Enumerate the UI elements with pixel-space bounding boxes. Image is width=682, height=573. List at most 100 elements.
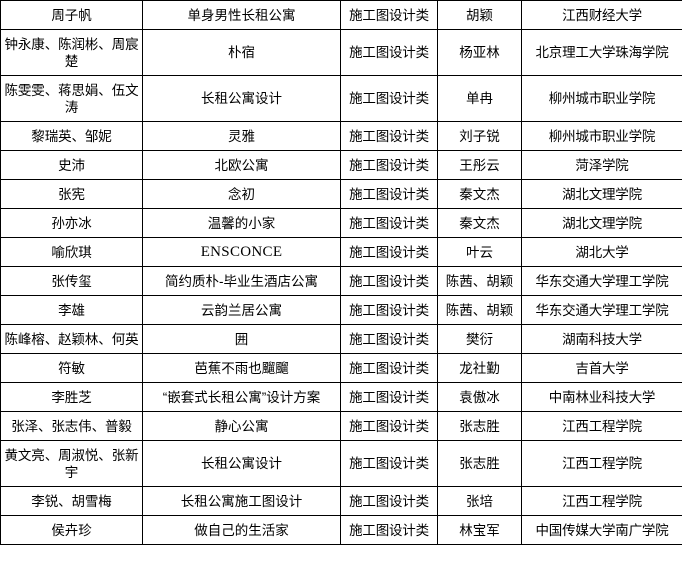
cell-author: 孙亦冰 — [0, 208, 143, 238]
cell-advisor: 张培 — [437, 486, 522, 516]
cell-school: 柳州城市职业学院 — [521, 75, 682, 122]
cell-work-title: 囲 — [142, 324, 341, 354]
cell-advisor: 胡颖 — [437, 0, 522, 30]
cell-advisor: 张志胜 — [437, 440, 522, 487]
cell-author: 黎瑞英、邹妮 — [0, 121, 143, 151]
cell-work-title: 静心公寓 — [142, 411, 341, 441]
cell-category: 施工图设计类 — [340, 486, 438, 516]
cell-work-title: ENSCONCE — [142, 237, 341, 267]
cell-school: 北京理工大学珠海学院 — [521, 29, 682, 76]
cell-category: 施工图设计类 — [340, 75, 438, 122]
table-row: 孙亦冰 温馨的小家 施工图设计类 秦文杰 湖北文理学院 — [0, 208, 682, 238]
work-title-latin: ENSCONCE — [200, 244, 283, 260]
cell-advisor: 陈茜、胡颖 — [437, 295, 522, 325]
cell-category: 施工图设计类 — [340, 515, 438, 545]
cell-category: 施工图设计类 — [340, 411, 438, 441]
cell-author: 陈峰榕、赵颖林、何英 — [0, 324, 143, 354]
cell-school: 吉首大学 — [521, 353, 682, 383]
cell-category: 施工图设计类 — [340, 29, 438, 76]
cell-school: 江西工程学院 — [521, 486, 682, 516]
table-row: 喻欣琪 ENSCONCE 施工图设计类 叶云 湖北大学 — [0, 237, 682, 267]
cell-work-title: 云韵兰居公寓 — [142, 295, 341, 325]
cell-category: 施工图设计类 — [340, 0, 438, 30]
cell-author: 李锐、胡雪梅 — [0, 486, 143, 516]
table-row: 李锐、胡雪梅 长租公寓施工图设计 施工图设计类 张培 江西工程学院 — [0, 486, 682, 516]
cell-work-title: 朴宿 — [142, 29, 341, 76]
cell-school: 中南林业科技大学 — [521, 382, 682, 412]
cell-work-title: 长租公寓施工图设计 — [142, 486, 341, 516]
table-row: 李胜芝 “嵌套式长租公寓”设计方案 施工图设计类 袁傲冰 中南林业科技大学 — [0, 382, 682, 412]
cell-advisor: 樊衍 — [437, 324, 522, 354]
cell-category: 施工图设计类 — [340, 295, 438, 325]
cell-category: 施工图设计类 — [340, 382, 438, 412]
cell-category: 施工图设计类 — [340, 237, 438, 267]
cell-category: 施工图设计类 — [340, 121, 438, 151]
table-row: 史沛 北欧公寓 施工图设计类 王彤云 菏泽学院 — [0, 150, 682, 180]
award-entries-body: 周子帆 单身男性长租公寓 施工图设计类 胡颖 江西财经大学 钟永康、陈润彬、周宸楚 朴宿 施工… — [0, 0, 682, 545]
cell-work-title: 温馨的小家 — [142, 208, 341, 238]
cell-school: 湖北大学 — [521, 237, 682, 267]
cell-advisor: 王彤云 — [437, 150, 522, 180]
cell-advisor: 秦文杰 — [437, 179, 522, 209]
cell-author: 张泽、张志伟、普毅 — [0, 411, 143, 441]
cell-author: 史沛 — [0, 150, 143, 180]
cell-school: 江西财经大学 — [521, 0, 682, 30]
cell-advisor: 秦文杰 — [437, 208, 522, 238]
table-row: 符敏 芭蕉不雨也飀飀 施工图设计类 龙社勤 吉首大学 — [0, 353, 682, 383]
table-row: 张宪 念初 施工图设计类 秦文杰 湖北文理学院 — [0, 179, 682, 209]
cell-category: 施工图设计类 — [340, 150, 438, 180]
cell-author: 李雄 — [0, 295, 143, 325]
table-row: 张泽、张志伟、普毅 静心公寓 施工图设计类 张志胜 江西工程学院 — [0, 411, 682, 441]
cell-school: 江西工程学院 — [521, 411, 682, 441]
cell-work-title: 长租公寓设计 — [142, 75, 341, 122]
cell-category: 施工图设计类 — [340, 353, 438, 383]
cell-category: 施工图设计类 — [340, 324, 438, 354]
cell-work-title: 单身男性长租公寓 — [142, 0, 341, 30]
cell-school: 湖南科技大学 — [521, 324, 682, 354]
cell-school: 湖北文理学院 — [521, 208, 682, 238]
cell-advisor: 龙社勤 — [437, 353, 522, 383]
cell-advisor: 张志胜 — [437, 411, 522, 441]
award-entries-table: 周子帆 单身男性长租公寓 施工图设计类 胡颖 江西财经大学 钟永康、陈润彬、周宸楚 朴宿 施工… — [0, 0, 682, 545]
table-row: 侯卉珍 做自己的生活家 施工图设计类 林宝军 中国传媒大学南广学院 — [0, 515, 682, 545]
cell-author: 李胜芝 — [0, 382, 143, 412]
cell-work-title: 简约质朴-毕业生酒店公寓 — [142, 266, 341, 296]
cell-advisor: 刘子锐 — [437, 121, 522, 151]
table-row: 陈峰榕、赵颖林、何英囲施工图设计类 樊衍 湖南科技大学 — [0, 324, 682, 354]
cell-author: 黄文亮、周淑悦、张新宇 — [0, 440, 143, 487]
cell-work-title: 北欧公寓 — [142, 150, 341, 180]
cell-advisor: 杨亚林 — [437, 29, 522, 76]
cell-category: 施工图设计类 — [340, 266, 438, 296]
cell-work-title: 念初 — [142, 179, 341, 209]
cell-author: 侯卉珍 — [0, 515, 143, 545]
cell-work-title: 灵雅 — [142, 121, 341, 151]
cell-author: 陈雯雯、蒋思娟、伍文涛 — [0, 75, 143, 122]
cell-category: 施工图设计类 — [340, 208, 438, 238]
table-row: 陈雯雯、蒋思娟、伍文涛 长租公寓设计 施工图设计类 单冉 柳州城市职业学院 — [0, 75, 682, 122]
cell-advisor: 林宝军 — [437, 515, 522, 545]
cell-category: 施工图设计类 — [340, 440, 438, 487]
cell-work-title: 芭蕉不雨也飀飀 — [142, 353, 341, 383]
cell-work-title: 长租公寓设计 — [142, 440, 341, 487]
table-row: 张传玺 简约质朴-毕业生酒店公寓 施工图设计类 陈茜、胡颖 华东交通大学理工学院 — [0, 266, 682, 296]
cell-advisor: 单冉 — [437, 75, 522, 122]
cell-school: 菏泽学院 — [521, 150, 682, 180]
cell-author: 张宪 — [0, 179, 143, 209]
cell-school: 华东交通大学理工学院 — [521, 266, 682, 296]
cell-advisor: 陈茜、胡颖 — [437, 266, 522, 296]
cell-author: 张传玺 — [0, 266, 143, 296]
table-row: 黄文亮、周淑悦、张新宇 长租公寓设计 施工图设计类 张志胜 江西工程学院 — [0, 440, 682, 487]
cell-author: 喻欣琪 — [0, 237, 143, 267]
cell-author: 周子帆 — [0, 0, 143, 30]
cell-school: 中国传媒大学南广学院 — [521, 515, 682, 545]
cell-advisor: 叶云 — [437, 237, 522, 267]
cell-author: 符敏 — [0, 353, 143, 383]
cell-school: 柳州城市职业学院 — [521, 121, 682, 151]
table-row: 钟永康、陈润彬、周宸楚 朴宿 施工图设计类 杨亚林 北京理工大学珠海学院 — [0, 29, 682, 76]
cell-author: 钟永康、陈润彬、周宸楚 — [0, 29, 143, 76]
cell-school: 江西工程学院 — [521, 440, 682, 487]
cell-work-title: 做自己的生活家 — [142, 515, 341, 545]
cell-school: 华东交通大学理工学院 — [521, 295, 682, 325]
table-row: 李雄 云韵兰居公寓 施工图设计类 陈茜、胡颖 华东交通大学理工学院 — [0, 295, 682, 325]
table-row: 黎瑞英、邹妮 灵雅 施工图设计类 刘子锐 柳州城市职业学院 — [0, 121, 682, 151]
